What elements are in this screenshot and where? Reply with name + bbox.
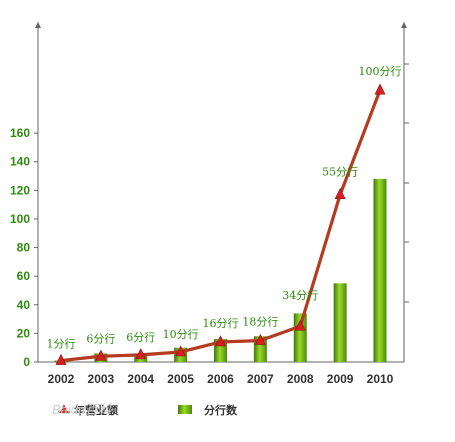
line-marker — [175, 345, 187, 357]
line-marker — [215, 335, 226, 347]
line-marker — [95, 349, 107, 361]
y-tick-label: 120 — [10, 183, 30, 197]
data-label: 16分行 — [203, 317, 239, 330]
legend: 年营业额 分行数 — [58, 403, 238, 417]
x-tick-label: 2009 — [327, 372, 354, 386]
line-marker — [135, 348, 147, 360]
x-tick-label: 2007 — [247, 372, 274, 386]
line-series — [55, 83, 386, 365]
y-axis-left-arrow — [35, 22, 41, 28]
line-marker — [55, 353, 67, 365]
y-tick-label: 140 — [10, 155, 30, 169]
data-labels: 1分行 6分行 6分行 10分行 16分行 18分行 34分行 55分行 100分行 — [47, 65, 402, 350]
line-marker — [254, 333, 266, 345]
x-tick-label: 2006 — [207, 372, 234, 386]
y-axis-right-arrow — [401, 22, 407, 28]
line-marker — [334, 187, 346, 199]
legend-bar-icon — [178, 405, 192, 414]
line-marker — [294, 319, 306, 331]
bar — [373, 178, 387, 362]
x-tick-label: 2008 — [287, 372, 314, 386]
x-tick-label: 2004 — [127, 372, 154, 386]
data-label: 6分行 — [86, 332, 115, 345]
line-marker — [374, 83, 386, 95]
data-label: 6分行 — [126, 331, 155, 344]
y-tick-label: 100 — [10, 212, 30, 226]
data-label: 100分行 — [359, 65, 402, 78]
legend-line-icon — [60, 404, 68, 413]
data-label: 34分行 — [282, 289, 318, 302]
x-tick-label: 2002 — [48, 372, 75, 386]
y-tick-label: 80 — [17, 241, 31, 255]
y-tick-label: 40 — [17, 298, 31, 312]
y-tick-label: 20 — [17, 326, 31, 340]
y-tick-label: 160 — [10, 126, 30, 140]
data-label: 18分行 — [242, 316, 278, 329]
bar — [293, 313, 307, 362]
data-label: 55分行 — [322, 166, 358, 179]
bar — [333, 283, 347, 362]
data-label: 1分行 — [47, 338, 76, 351]
x-tick-label: 2010 — [367, 372, 394, 386]
x-tick-label: 2003 — [88, 372, 115, 386]
y-tick-label: 60 — [17, 269, 31, 283]
y-tick-label: 0 — [23, 355, 30, 369]
legend-label-branches: 分行数 — [204, 403, 238, 417]
x-tick-label: 2005 — [167, 372, 194, 386]
legend-label-revenue: 年营业额 — [74, 403, 118, 417]
watermark: Baidu百科 — [52, 402, 112, 417]
axes — [34, 22, 409, 363]
data-label: 10分行 — [163, 328, 199, 341]
tick-labels: 0 20 40 60 80 100 120 140 160 2002 2003 2004 2005 200… — [10, 126, 394, 386]
